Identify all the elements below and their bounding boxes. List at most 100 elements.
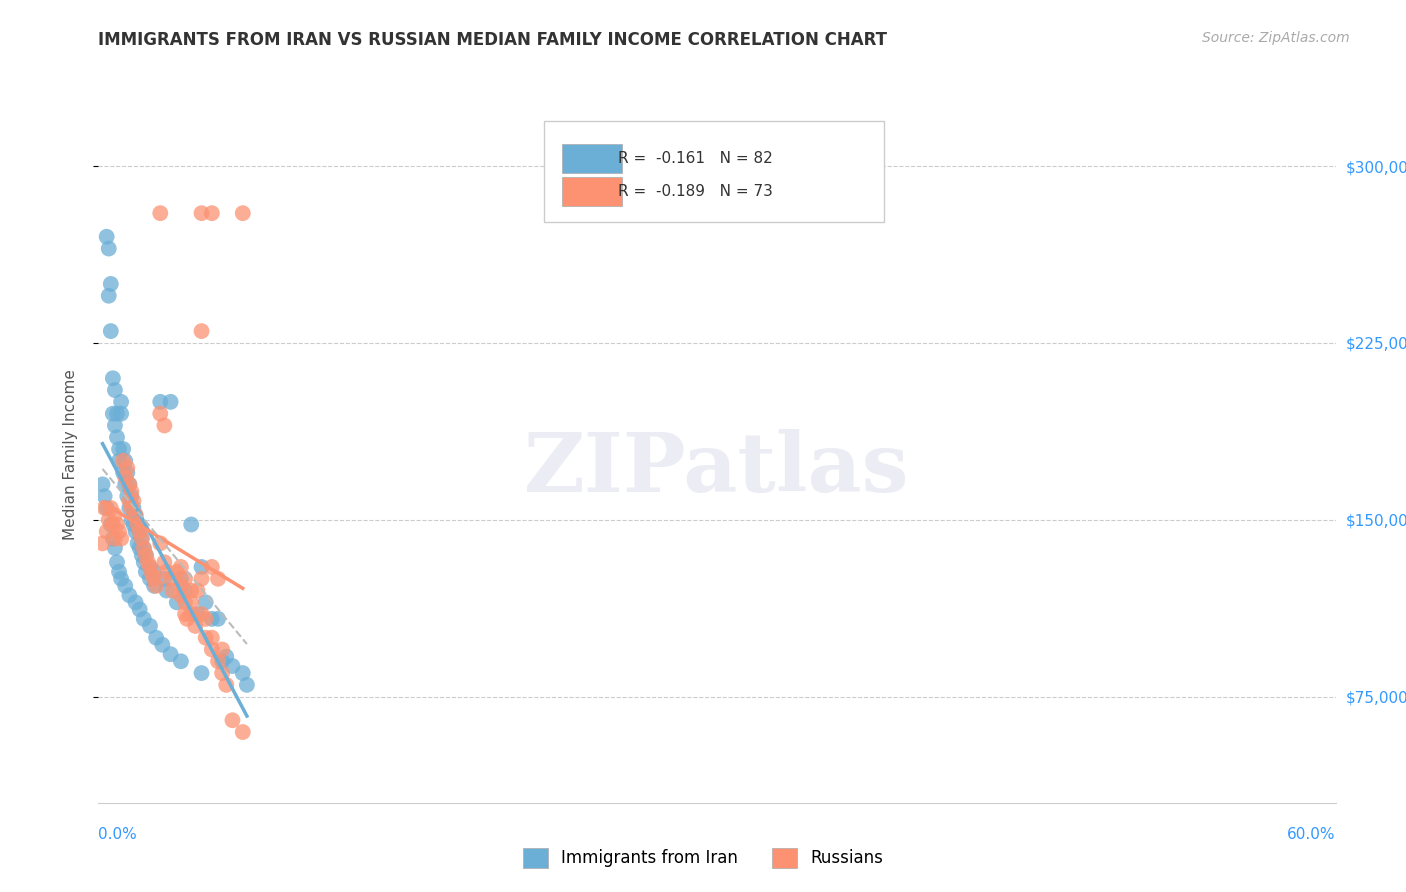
Point [112,466,135,480]
Point [120,513,142,527]
Point [159,395,181,409]
Point [215,678,238,692]
Point [170,588,193,602]
Point [139,572,162,586]
Point [155,583,177,598]
Text: IMMIGRANTS FROM IRAN VS RUSSIAN MEDIAN FAMILY INCOME CORRELATION CHART: IMMIGRANTS FROM IRAN VS RUSSIAN MEDIAN F… [98,31,887,49]
FancyBboxPatch shape [562,144,621,173]
Point [104,418,127,433]
Point [131,532,153,546]
Point [190,607,212,621]
Point [155,565,177,579]
Point [236,678,259,692]
Point [153,572,176,586]
Point [170,560,193,574]
Point [96,229,118,244]
Point [132,541,155,555]
Point [124,508,146,522]
Point [149,206,172,220]
Point [170,654,193,668]
Point [108,565,131,579]
Point [190,206,212,220]
Point [174,572,197,586]
Point [139,619,162,633]
Point [117,489,139,503]
Point [131,532,153,546]
Point [127,536,149,550]
Point [170,579,193,593]
Point [201,206,224,220]
FancyBboxPatch shape [562,177,621,206]
Point [149,536,172,550]
Point [96,500,118,515]
Point [122,494,145,508]
Text: 0.0%: 0.0% [98,827,138,841]
Point [166,565,188,579]
Y-axis label: Median Family Income: Median Family Income [63,369,77,541]
Point [194,595,217,609]
Point [145,631,167,645]
Point [184,619,207,633]
Point [166,595,188,609]
Point [143,565,166,579]
Point [221,659,243,673]
Point [211,654,233,668]
Point [100,277,122,291]
Point [112,442,135,456]
Point [122,500,145,515]
Point [101,517,124,532]
Point [190,666,212,681]
Point [180,583,202,598]
Point [101,371,124,385]
Point [112,454,135,468]
Point [120,484,142,499]
Point [128,524,150,539]
Point [105,430,128,444]
Point [108,442,131,456]
Point [150,638,173,652]
Point [110,395,132,409]
Point [201,642,224,657]
Point [114,579,136,593]
Point [93,500,115,515]
Point [114,470,136,484]
Point [135,565,157,579]
Point [120,489,142,503]
Point [132,555,155,569]
Point [145,579,167,593]
Point [170,572,193,586]
Point [207,612,229,626]
Point [122,517,145,532]
Point [117,461,139,475]
Point [180,607,202,621]
Point [174,607,197,621]
Point [207,654,229,668]
Point [101,532,124,546]
Point [186,607,208,621]
Point [174,583,197,598]
Point [114,477,136,491]
Point [207,572,229,586]
Point [118,477,141,491]
Text: 60.0%: 60.0% [1288,827,1336,841]
Point [97,289,120,303]
Point [141,567,163,582]
Point [139,560,162,574]
Point [162,583,184,598]
Point [104,383,127,397]
Point [124,524,146,539]
Point [201,631,224,645]
Point [127,517,149,532]
Point [91,536,114,550]
Point [190,560,212,574]
Point [108,454,131,468]
Point [194,631,217,645]
Point [132,541,155,555]
Point [128,541,150,555]
Point [118,494,141,508]
Point [110,532,132,546]
Point [153,418,176,433]
Point [124,595,146,609]
Point [136,555,159,569]
Point [180,595,202,609]
